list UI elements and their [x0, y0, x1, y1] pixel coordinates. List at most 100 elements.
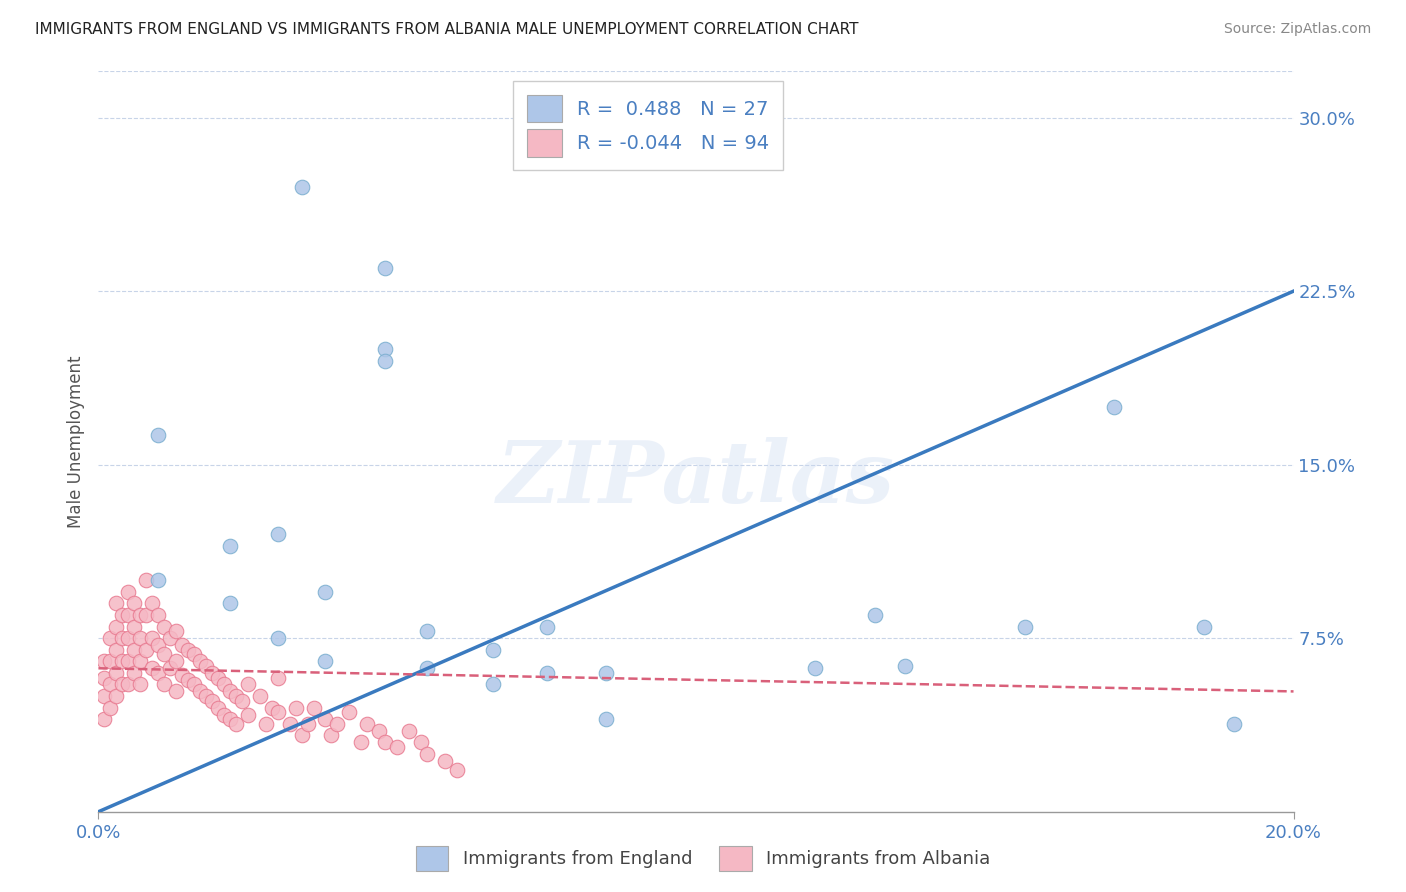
Point — [207, 671, 229, 685]
Point — [98, 677, 122, 691]
Point — [98, 654, 122, 668]
Point — [124, 665, 146, 680]
Point — [482, 677, 505, 691]
Point — [159, 661, 181, 675]
Point — [236, 707, 259, 722]
Point — [177, 642, 200, 657]
Point — [291, 728, 314, 742]
Point — [111, 631, 134, 645]
Point — [141, 631, 163, 645]
Point — [153, 648, 176, 662]
Point — [374, 735, 396, 749]
Point — [374, 260, 396, 275]
Point — [129, 677, 152, 691]
Point — [141, 597, 163, 611]
Point — [129, 631, 152, 645]
Point — [148, 608, 170, 623]
Point — [188, 654, 211, 668]
Point — [93, 671, 115, 685]
Point — [416, 747, 439, 761]
Point — [1223, 716, 1246, 731]
Point — [219, 684, 242, 698]
Point — [374, 353, 396, 368]
Point — [172, 638, 194, 652]
Point — [291, 180, 314, 194]
Point — [894, 659, 917, 673]
Point — [219, 597, 242, 611]
Point — [254, 716, 277, 731]
Point — [212, 707, 235, 722]
Point — [117, 631, 139, 645]
Point — [267, 631, 290, 645]
Point — [117, 654, 139, 668]
Text: IMMIGRANTS FROM ENGLAND VS IMMIGRANTS FROM ALBANIA MALE UNEMPLOYMENT CORRELATION: IMMIGRANTS FROM ENGLAND VS IMMIGRANTS FR… — [35, 22, 859, 37]
Point — [98, 631, 122, 645]
Point — [111, 608, 134, 623]
Y-axis label: Male Unemployment: Male Unemployment — [66, 355, 84, 528]
Point — [315, 712, 337, 726]
Point — [177, 673, 200, 687]
Point — [536, 665, 558, 680]
Point — [159, 631, 181, 645]
Text: ZIPatlas: ZIPatlas — [496, 437, 896, 520]
Point — [105, 689, 128, 703]
Point — [98, 700, 122, 714]
Point — [183, 677, 205, 691]
Point — [326, 716, 349, 731]
Point — [267, 671, 290, 685]
Point — [105, 642, 128, 657]
Point — [195, 689, 218, 703]
Point — [188, 684, 211, 698]
Point — [356, 716, 378, 731]
Point — [278, 716, 301, 731]
Point — [183, 648, 205, 662]
Point — [135, 642, 157, 657]
Point — [1014, 619, 1036, 633]
Point — [207, 700, 229, 714]
Point — [135, 608, 157, 623]
Point — [416, 624, 439, 639]
Point — [267, 705, 290, 719]
Point — [297, 716, 319, 731]
Point — [350, 735, 373, 749]
Point — [124, 619, 146, 633]
Point — [129, 654, 152, 668]
Point — [236, 677, 259, 691]
Legend: Immigrants from England, Immigrants from Albania: Immigrants from England, Immigrants from… — [408, 838, 998, 879]
Legend: R =  0.488   N = 27, R = -0.044   N = 94: R = 0.488 N = 27, R = -0.044 N = 94 — [513, 81, 783, 170]
Point — [249, 689, 271, 703]
Point — [105, 597, 128, 611]
Point — [93, 712, 115, 726]
Point — [339, 705, 361, 719]
Text: Source: ZipAtlas.com: Source: ZipAtlas.com — [1223, 22, 1371, 37]
Point — [231, 694, 253, 708]
Point — [1104, 400, 1126, 414]
Point — [225, 689, 247, 703]
Point — [536, 619, 558, 633]
Point — [165, 624, 187, 639]
Point — [195, 659, 218, 673]
Point — [165, 684, 187, 698]
Point — [212, 677, 235, 691]
Point — [374, 342, 396, 356]
Point — [105, 619, 128, 633]
Point — [1192, 619, 1215, 633]
Point — [165, 654, 187, 668]
Point — [368, 723, 391, 738]
Point — [135, 574, 157, 588]
Point — [865, 608, 887, 623]
Point — [93, 654, 115, 668]
Point — [411, 735, 433, 749]
Point — [141, 661, 163, 675]
Point — [172, 668, 194, 682]
Point — [201, 694, 224, 708]
Point — [111, 654, 134, 668]
Point — [117, 608, 139, 623]
Point — [93, 689, 115, 703]
Point — [260, 700, 283, 714]
Point — [148, 638, 170, 652]
Point — [219, 712, 242, 726]
Point — [148, 574, 170, 588]
Point — [315, 654, 337, 668]
Point — [284, 700, 307, 714]
